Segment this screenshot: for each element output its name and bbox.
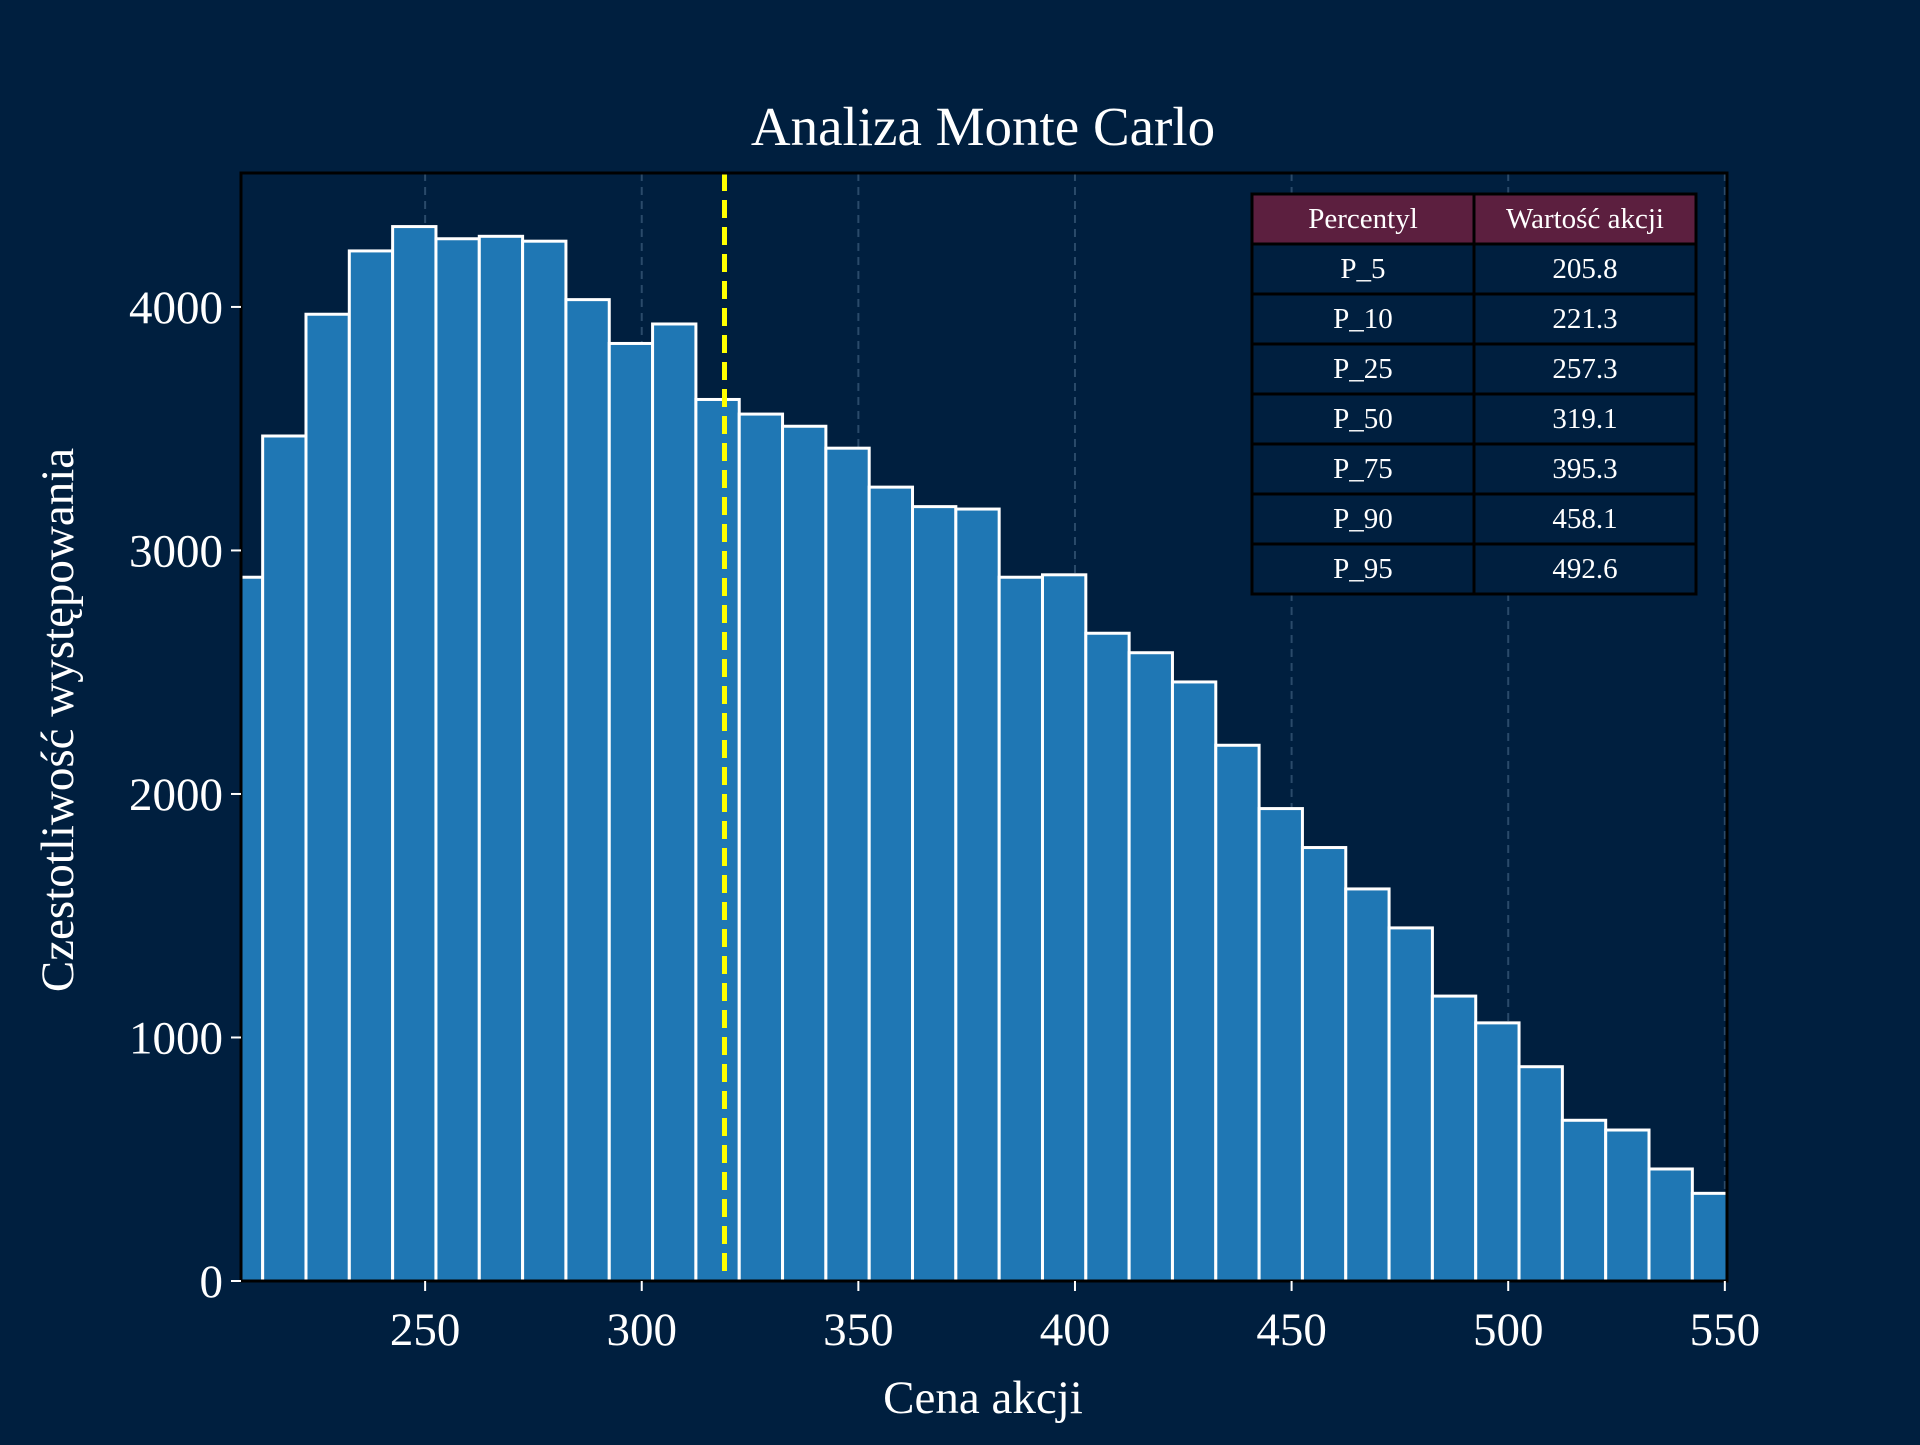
table-cell xyxy=(1472,242,1698,296)
table-percentile-value: 221.3 xyxy=(1552,303,1617,335)
x-tick-label: 250 xyxy=(390,1304,461,1356)
histogram-bar xyxy=(434,237,481,1281)
histogram-bar xyxy=(824,446,871,1281)
table-cell xyxy=(1472,292,1698,346)
histogram-bar xyxy=(1257,807,1304,1281)
plot-frame xyxy=(239,171,1729,1283)
histogram-bar xyxy=(564,298,611,1281)
histogram-bar xyxy=(1127,651,1174,1281)
y-tick-label: 0 xyxy=(200,1256,224,1308)
histogram-bar xyxy=(651,322,698,1281)
histogram-bar xyxy=(954,507,1001,1281)
x-axis-label: Cena akcji xyxy=(883,1372,1083,1424)
chart-title: Analiza Monte Carlo xyxy=(751,96,1215,157)
y-axis-label: Czestotliwość występowania xyxy=(32,448,84,992)
histogram-bar xyxy=(1170,680,1218,1281)
tick-labels: 250 300 350 400 450 500 550 0 1000 2000 3000 4000 xyxy=(129,282,1760,1356)
histogram-bar xyxy=(997,575,1044,1281)
histogram-bar xyxy=(1474,1021,1521,1281)
x-tick-label: 500 xyxy=(1473,1304,1544,1356)
table-percentile-value: 205.8 xyxy=(1552,253,1617,285)
table-percentile-label: P_5 xyxy=(1340,253,1385,285)
table-cell xyxy=(1250,242,1476,296)
x-tick-label: 450 xyxy=(1256,1304,1327,1356)
histogram-bar xyxy=(781,424,828,1281)
histogram-bar xyxy=(737,412,785,1281)
table-percentile-label: P_90 xyxy=(1333,503,1393,535)
histogram-bar xyxy=(1430,994,1478,1281)
x-tick-label: 550 xyxy=(1690,1304,1761,1356)
table-cell xyxy=(1472,342,1698,396)
table-cell xyxy=(1250,542,1476,596)
table-cell xyxy=(1472,542,1698,596)
histogram-bar xyxy=(1300,846,1348,1281)
histogram-bar xyxy=(304,312,351,1281)
histogram-bar xyxy=(1647,1167,1694,1281)
table-percentile-value: 492.6 xyxy=(1552,553,1617,585)
table-percentile-value: 257.3 xyxy=(1552,353,1617,385)
table-percentile-label: P_50 xyxy=(1333,403,1393,435)
histogram-bar xyxy=(694,397,741,1281)
table-header-cell xyxy=(1472,192,1698,246)
table-cell xyxy=(1250,292,1476,346)
histogram-bar xyxy=(1517,1065,1564,1281)
table-percentile-label: P_75 xyxy=(1333,453,1393,485)
table-percentile-value: 458.1 xyxy=(1552,503,1617,535)
histogram-bar xyxy=(607,341,655,1281)
table-percentile-label: P_25 xyxy=(1333,353,1393,385)
y-tick-label: 1000 xyxy=(129,1012,223,1064)
histogram-bar xyxy=(261,434,308,1281)
histogram-bar xyxy=(1040,573,1088,1281)
histogram-bar xyxy=(1344,887,1391,1281)
histogram-bar xyxy=(1214,743,1261,1281)
y-tick-label: 3000 xyxy=(129,525,223,577)
percentile-table: Percentyl Wartość akcji P_5 205.8 P_10 221.3 P… xyxy=(1250,192,1698,596)
table-header-cell xyxy=(1250,192,1476,246)
histogram-bar xyxy=(391,225,438,1281)
table-percentile-label: P_95 xyxy=(1333,553,1393,585)
y-tick-label: 4000 xyxy=(129,282,223,334)
histogram-bar xyxy=(1604,1128,1651,1281)
histogram-bar xyxy=(911,505,958,1281)
table-cell xyxy=(1472,492,1698,546)
histogram-bar xyxy=(521,239,568,1281)
histogram-bars xyxy=(241,225,1727,1281)
y-tick-label: 2000 xyxy=(129,769,223,821)
table-percentile-label: P_10 xyxy=(1333,303,1393,335)
histogram-bar xyxy=(867,485,915,1281)
histogram-bar xyxy=(477,234,525,1281)
histogram-bar xyxy=(1690,1191,1727,1281)
table-header-percentile: Percentyl xyxy=(1308,203,1418,235)
histogram-bar xyxy=(1387,926,1434,1281)
table-percentile-value: 319.1 xyxy=(1552,403,1617,435)
histogram-bar xyxy=(1560,1118,1608,1281)
table-cell xyxy=(1472,442,1698,496)
table-percentile-value: 395.3 xyxy=(1552,453,1617,485)
x-tick-label: 350 xyxy=(823,1304,894,1356)
table-header-value: Wartość akcji xyxy=(1506,203,1664,235)
x-tick-label: 300 xyxy=(606,1304,677,1356)
x-tick-label: 400 xyxy=(1040,1304,1111,1356)
histogram-bar xyxy=(1084,631,1131,1281)
table-cell xyxy=(1250,442,1476,496)
histogram-bar xyxy=(347,249,395,1281)
axes xyxy=(239,171,1729,1283)
